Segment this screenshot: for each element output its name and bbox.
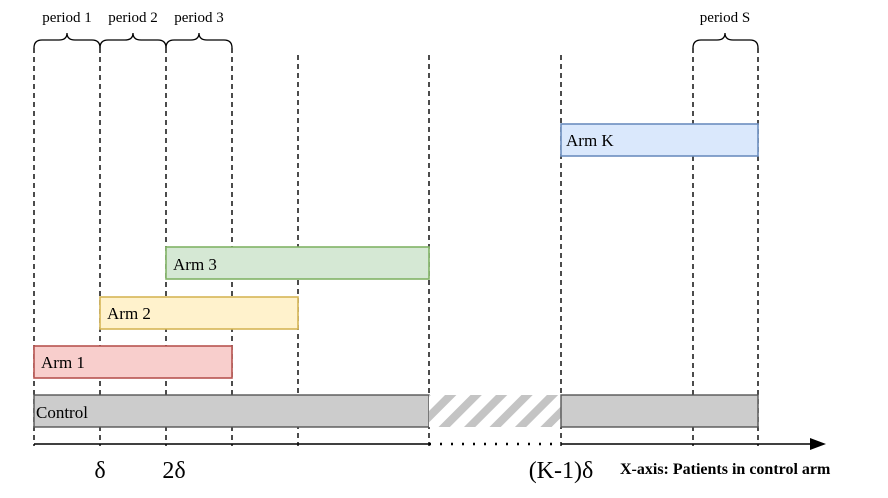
- x-axis-arrowhead: [810, 438, 826, 450]
- tick-delta: δ: [94, 458, 105, 484]
- arm-k-label: Arm K: [566, 131, 614, 150]
- arm-1-rect: [33, 345, 233, 379]
- arm-3-label: Arm 3: [173, 255, 217, 274]
- period-3-brace: [165, 32, 233, 49]
- period-1-brace: [33, 32, 101, 49]
- tick-2delta: 2δ: [162, 458, 185, 484]
- arm-k-bar: Arm K: [560, 123, 759, 157]
- control-rect-left: [33, 394, 430, 428]
- period-s-label: period S: [700, 10, 750, 26]
- control-bar: Control: [33, 394, 759, 428]
- arm-2-label: Arm 2: [107, 304, 151, 323]
- arm-3-rect: [165, 246, 430, 280]
- arm-2-bar: Arm 2: [99, 296, 299, 330]
- period-2-label: period 2: [108, 10, 158, 26]
- arm-2-rect: [99, 296, 299, 330]
- arm-1-bar: Arm 1: [33, 345, 233, 379]
- arm-3-bar: Arm 3: [165, 246, 430, 280]
- arm-1-label: Arm 1: [41, 353, 85, 372]
- period-2-brace: [99, 32, 167, 49]
- x-axis: [34, 438, 826, 450]
- control-gap-hatched: [429, 395, 561, 427]
- period-1-label: period 1: [42, 10, 92, 26]
- arm-k-rect: [560, 123, 759, 157]
- control-rect-right: [560, 394, 759, 428]
- period-s-brace: [692, 32, 759, 49]
- control-label: Control: [36, 403, 88, 422]
- period-3-label: period 3: [174, 10, 224, 26]
- tick-k-minus-1-delta: (K-1)δ: [529, 458, 594, 484]
- x-axis-label: X-axis: Patients in control arm: [620, 461, 831, 478]
